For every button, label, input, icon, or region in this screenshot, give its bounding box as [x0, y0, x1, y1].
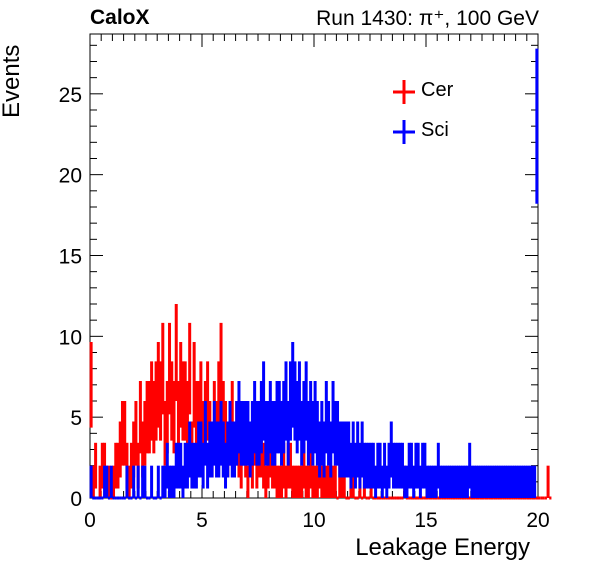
- histogram-bin: [174, 303, 178, 401]
- histogram-bin: [246, 465, 250, 498]
- run-label: Run 1430: π⁺, 100 GeV: [316, 7, 539, 30]
- x-tick-label: 5: [196, 509, 208, 532]
- histogram-bin: [136, 465, 140, 498]
- histogram-bin: [150, 465, 154, 498]
- histogram-bin: [105, 465, 109, 498]
- histogram-bin: [123, 400, 127, 466]
- legend-label-sci: Sci: [421, 119, 449, 141]
- x-axis-label: Leakage Energy: [355, 534, 530, 561]
- histogram-bin: [219, 322, 223, 415]
- histogram-bin: [185, 381, 189, 454]
- legend-marker-cer: [393, 80, 415, 104]
- series-layer: [89, 48, 552, 500]
- histogram-bin: [94, 442, 98, 489]
- legend-marker-sci: [393, 120, 415, 144]
- histogram-bin: [134, 400, 138, 466]
- histogram-bin: [165, 381, 169, 454]
- histogram-bin: [109, 465, 113, 498]
- histogram-bin: [172, 381, 176, 454]
- histogram-bin: [125, 465, 129, 498]
- histogram-bin: [132, 465, 136, 498]
- histogram-bin: [89, 342, 93, 428]
- x-tick-label: 10: [302, 509, 325, 532]
- x-tick-labels: 0 5 10 15 20: [84, 509, 550, 532]
- experiment-label: CaloX: [90, 6, 150, 29]
- y-tick-label: 20: [59, 165, 82, 188]
- histogram-bin: [546, 465, 550, 498]
- histogram-bin: [203, 400, 207, 466]
- histogram-bin: [89, 465, 93, 498]
- y-axis-label: Events: [0, 44, 25, 118]
- legend-label-cer: Cer: [421, 79, 454, 101]
- histogram-bin: [533, 465, 537, 498]
- y-tick-labels: 0 5 10 15 20 25: [59, 84, 82, 511]
- y-tick-label: 15: [59, 245, 82, 268]
- y-tick-label: 25: [59, 84, 82, 107]
- histogram-bin: [535, 48, 539, 204]
- x-tick-label: 0: [84, 509, 96, 532]
- histogram-bin: [161, 322, 165, 415]
- histogram-bin: [143, 465, 147, 498]
- series-sci: [89, 48, 539, 500]
- x-tick-label: 20: [526, 509, 549, 532]
- y-tick-label: 0: [70, 488, 82, 511]
- histogram-bin: [138, 381, 142, 454]
- y-tick-label: 10: [59, 326, 82, 349]
- histogram-bin: [188, 322, 192, 415]
- x-tick-label: 15: [414, 509, 437, 532]
- histogram-bin: [333, 465, 337, 498]
- y-tick-label: 5: [70, 407, 82, 430]
- histogram-bin: [156, 465, 160, 498]
